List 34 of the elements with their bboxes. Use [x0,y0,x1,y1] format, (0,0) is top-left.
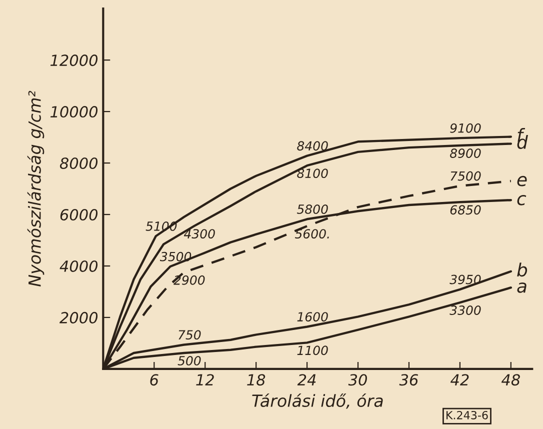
annotation: 750 [178,330,201,340]
y-tick-label: 12000 [50,54,98,66]
annotation: 3300 [450,306,481,315]
x-tick-label: 30 [348,374,367,386]
x-tick-label: 6 [150,374,158,386]
x-tick-label: 42 [450,374,469,386]
series-label: e [517,176,527,186]
annotation: 4300 [184,229,215,239]
x-tick-label: 24 [297,374,316,386]
annotation: 500 [178,356,201,366]
series-label: c [517,194,526,206]
x-tick-label: 36 [399,374,418,386]
y-tick-label: 8000 [60,157,98,170]
annotation: 1100 [297,346,328,356]
x-tick-label: 12 [196,374,214,386]
annotation: 7500 [450,171,481,181]
x-tick-label: 48 [501,374,520,386]
annotation: 1600 [297,312,328,322]
y-tick-label: 4000 [60,260,98,272]
annotation: 8100 [297,168,328,178]
y-tick-label: 2000 [59,312,98,324]
annotation: 8400 [297,141,328,151]
y-tick-label: 10000 [50,106,98,118]
y-tick-label: 6000 [60,208,98,221]
annotation: 8900 [450,148,481,158]
x-axis-title: Tárolási idő, óra [252,393,383,409]
text: K.243-6 [446,410,488,420]
series-label: b [517,262,528,277]
annotation: 9100 [450,123,481,133]
y-axis-title: Nyomószilárdság g/cm² [27,90,44,286]
annotation: 6850 [450,205,481,215]
x-tick-label: 18 [247,374,266,386]
annotation: 5800 [296,204,328,214]
series-label: a [517,282,526,293]
